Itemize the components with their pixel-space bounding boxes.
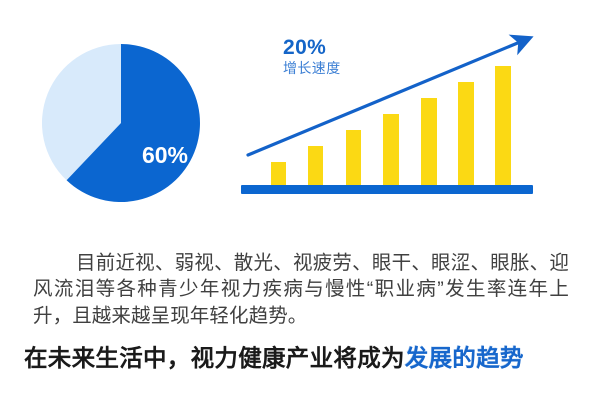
headline-accent-text: 发展的趋势 bbox=[404, 345, 524, 371]
bar-chart-baseline bbox=[241, 185, 533, 194]
growth-percent-label: 20% bbox=[283, 36, 327, 59]
visual-band: 60% bbox=[42, 28, 546, 202]
pie-value-label: 60% bbox=[141, 142, 189, 168]
bar-4 bbox=[383, 114, 399, 185]
headline: 在未来生活中，视力健康产业将成为发展的趋势 bbox=[24, 343, 584, 373]
bar-1 bbox=[271, 162, 286, 185]
body-paragraph: 目前近视、弱视、散光、视疲劳、眼干、眼涩、眼胀、迎风流泪等各种青少年视力疾病与慢… bbox=[33, 251, 569, 327]
bar-5 bbox=[421, 98, 437, 185]
pie-chart-svg bbox=[42, 44, 200, 202]
growth-subtitle-label: 增长速度 bbox=[283, 59, 341, 76]
bar-3 bbox=[346, 130, 361, 185]
bar-chart-svg bbox=[241, 34, 534, 194]
headline-lead-text: 在未来生活中，视力健康产业将成为 bbox=[24, 345, 405, 371]
bar-chart bbox=[236, 28, 546, 202]
pie-slice-primary bbox=[66, 44, 200, 202]
pie-chart: 60% bbox=[42, 44, 200, 202]
trend-arrow bbox=[246, 34, 534, 157]
growth-callout: 20% 增长速度 bbox=[283, 36, 403, 76]
pie-slice-remainder bbox=[42, 44, 121, 181]
bar-6 bbox=[458, 82, 474, 185]
bar-2 bbox=[308, 146, 323, 185]
bar-7 bbox=[495, 66, 511, 185]
